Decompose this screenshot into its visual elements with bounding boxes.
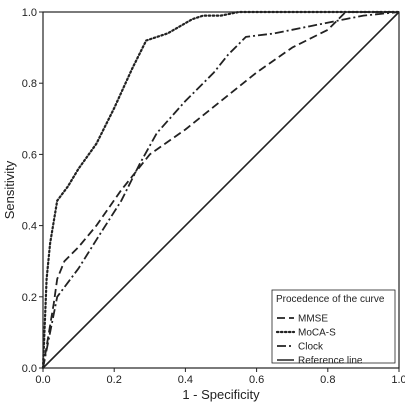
legend-items: MMSE MoCA-S Clock Reference line <box>275 314 363 367</box>
legend-label-moca-s: MoCA-S <box>298 328 336 339</box>
series-line-mmse <box>42 11 399 369</box>
legend-label-mmse: MMSE <box>298 314 328 325</box>
legend-label-clock: Clock <box>298 342 324 353</box>
series-group <box>41 10 401 370</box>
x-tick-label: 0.6 <box>249 374 264 386</box>
x-tick-label: 0.4 <box>178 374 193 386</box>
legend-title: Procedence of the curve <box>276 294 385 305</box>
x-tick-label: 0.8 <box>320 374 335 386</box>
legend: Procedence of the curve MMSE MoCA-S Clock R… <box>271 289 396 367</box>
x-tick-label: 0.0 <box>35 374 50 386</box>
y-tick-label: 0.6 <box>22 149 37 161</box>
x-tick-label: 1.0 <box>391 374 405 386</box>
series-line-moca-s <box>41 10 401 370</box>
legend-label-reference-line: Reference line <box>298 356 363 367</box>
y-tick-label: 0.4 <box>22 221 37 233</box>
series-line-clock <box>42 11 400 369</box>
axis-ticks: 0.0 0.2 0.4 0.6 0.8 1.0 0.0 0.2 0.4 0.6 0.8 1.0 <box>22 7 405 386</box>
plot-frame <box>42 11 400 369</box>
y-tick-label: 0.8 <box>22 78 37 90</box>
legend-box <box>271 289 396 364</box>
series-line-reference-line <box>42 11 400 369</box>
y-axis-title: Sensitivity <box>2 160 17 219</box>
y-tick-label: 1.0 <box>22 7 37 19</box>
x-axis-title: 1 - Specificity <box>182 387 260 402</box>
x-tick-label: 0.2 <box>107 374 122 386</box>
y-tick-label: 0.0 <box>22 363 37 375</box>
y-tick-label: 0.2 <box>22 292 37 304</box>
